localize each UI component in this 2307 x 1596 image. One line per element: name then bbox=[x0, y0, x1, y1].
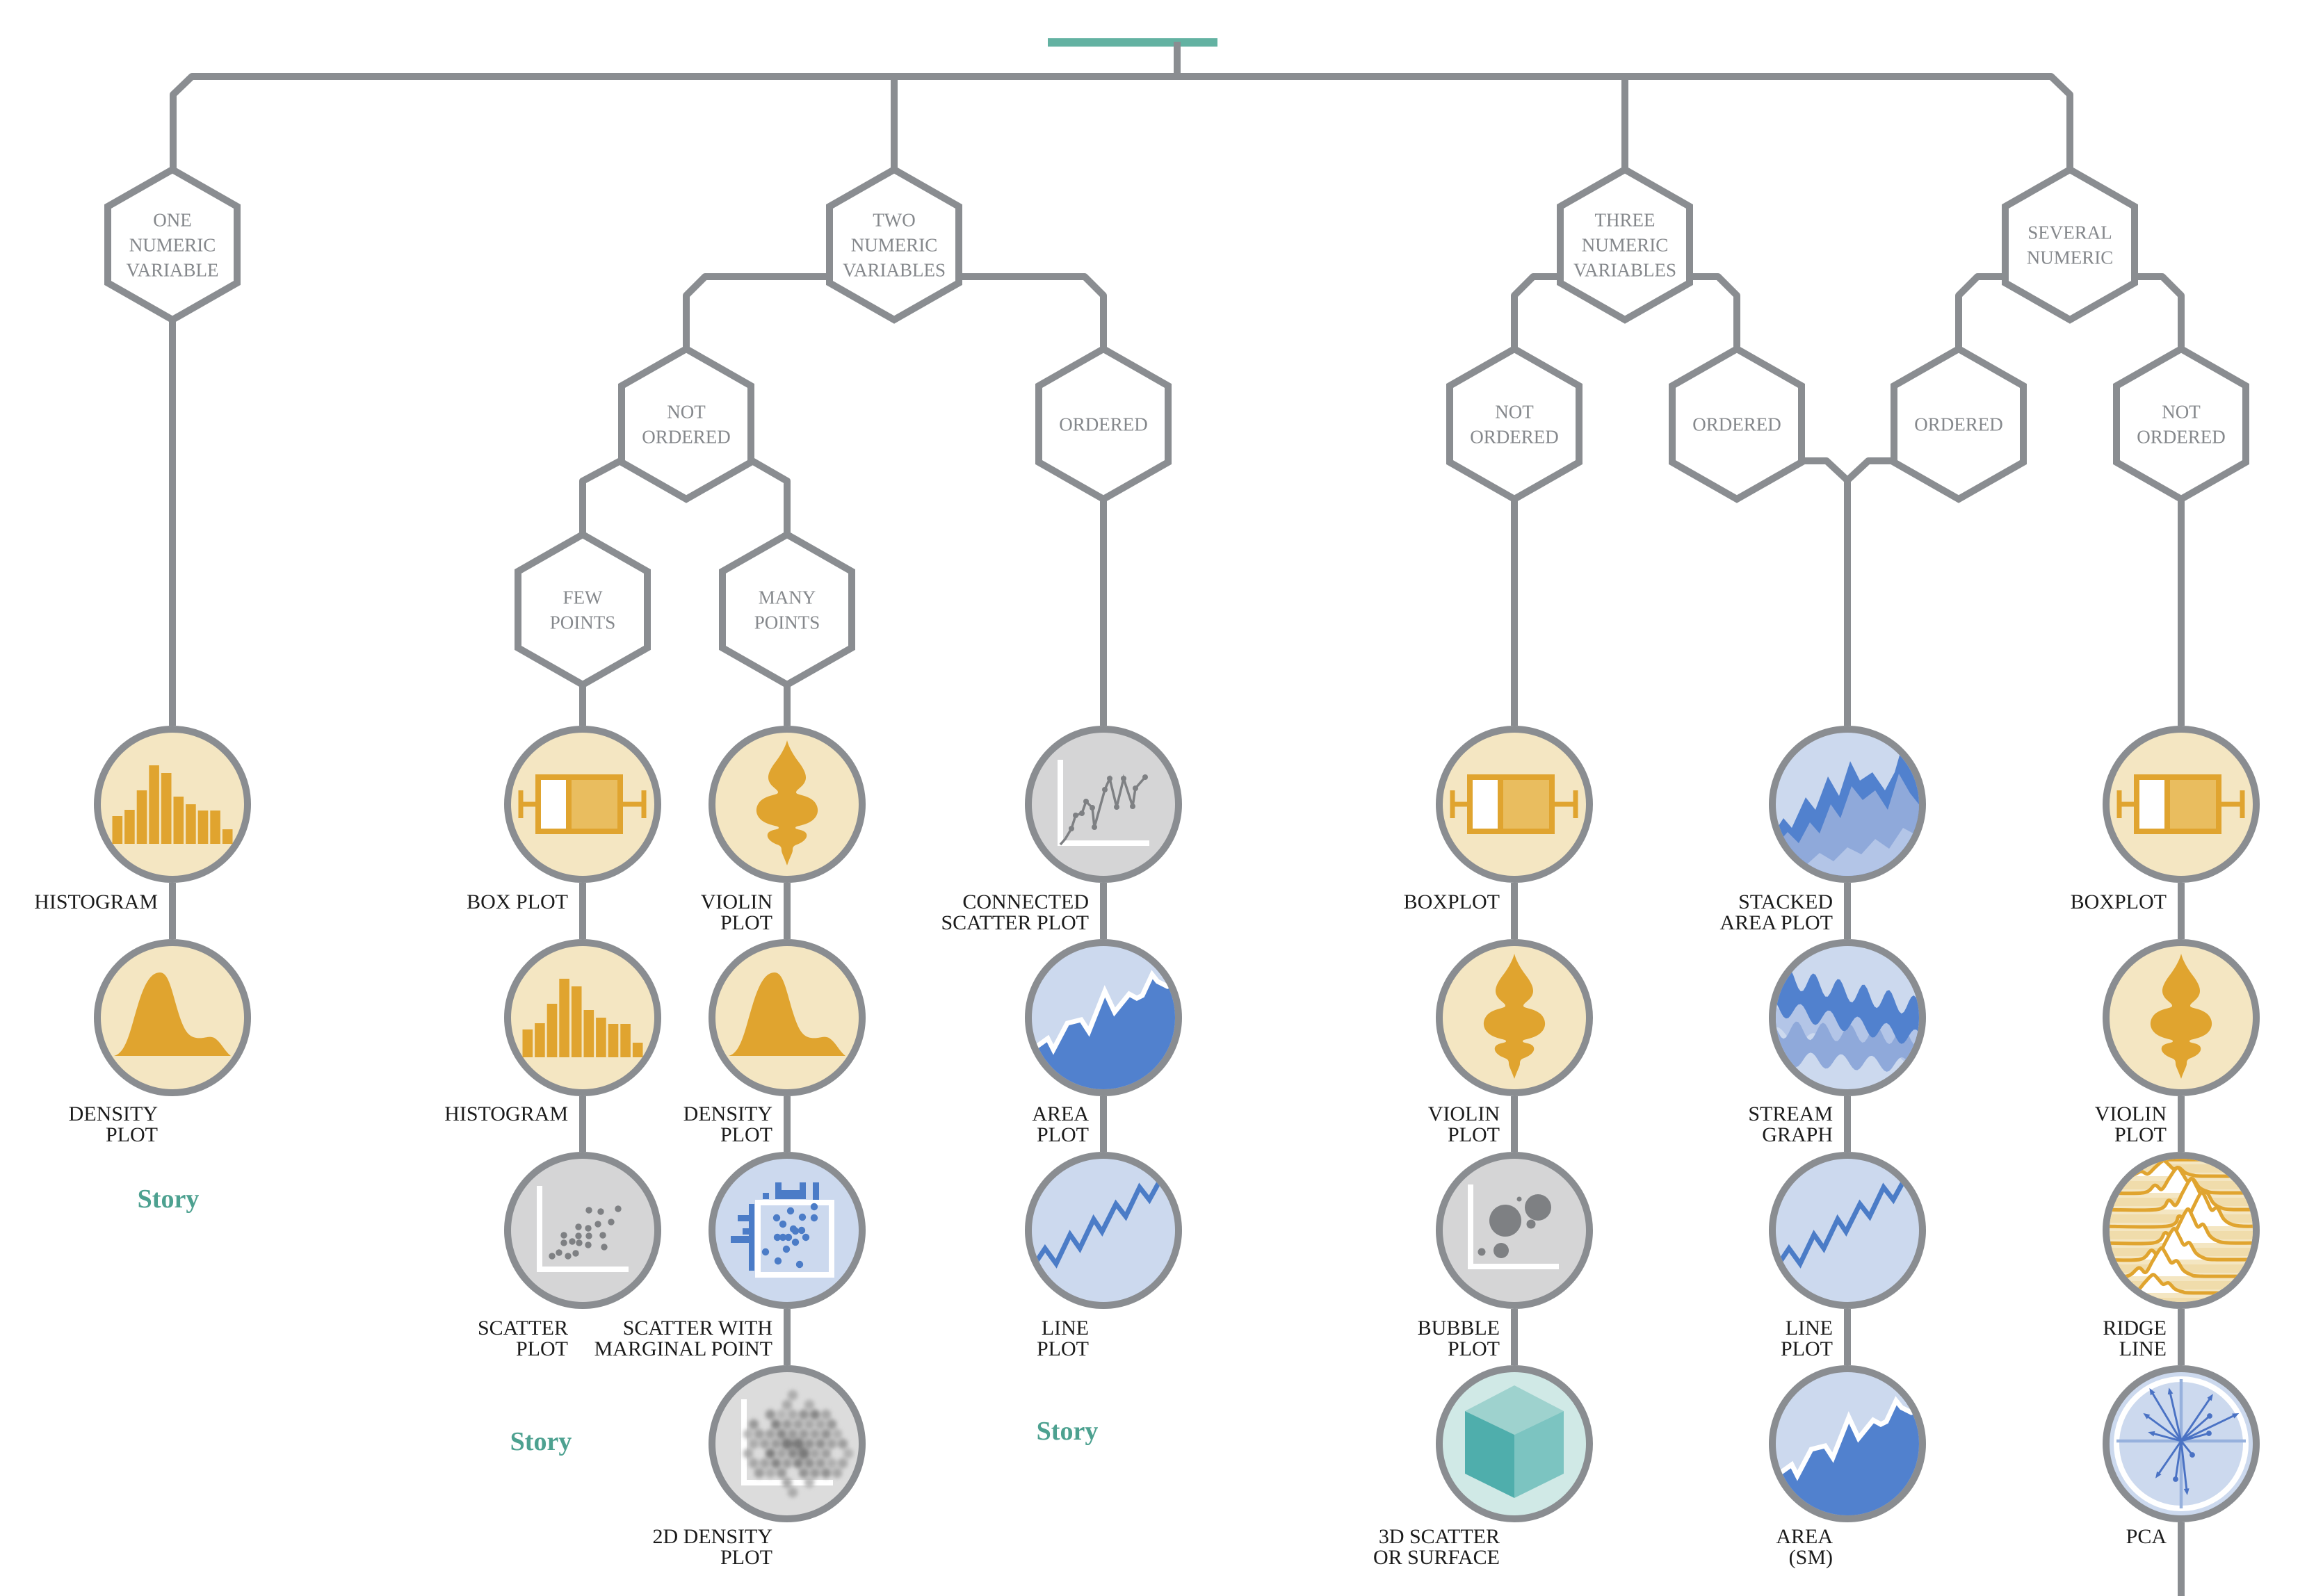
svg-text:AREA(SM): AREA (SM) bbox=[1776, 1525, 1833, 1569]
svg-text:ORDERED: ORDERED bbox=[1692, 414, 1781, 435]
svg-text:Story: Story bbox=[138, 1184, 200, 1214]
svg-text:BOXPLOT: BOXPLOT bbox=[2071, 890, 2167, 913]
svg-text:ORDERED: ORDERED bbox=[1059, 414, 1148, 435]
svg-text:HISTOGRAM: HISTOGRAM bbox=[444, 1102, 568, 1125]
svg-text:Story: Story bbox=[510, 1427, 572, 1456]
svg-text:HISTOGRAM: HISTOGRAM bbox=[34, 890, 158, 913]
svg-text:Story: Story bbox=[1037, 1417, 1099, 1446]
svg-text:PCA: PCA bbox=[2126, 1525, 2167, 1548]
svg-text:ORDERED: ORDERED bbox=[1914, 414, 2003, 435]
svg-text:BOXPLOT: BOXPLOT bbox=[1404, 890, 1500, 913]
svg-text:BOX PLOT: BOX PLOT bbox=[467, 890, 568, 913]
